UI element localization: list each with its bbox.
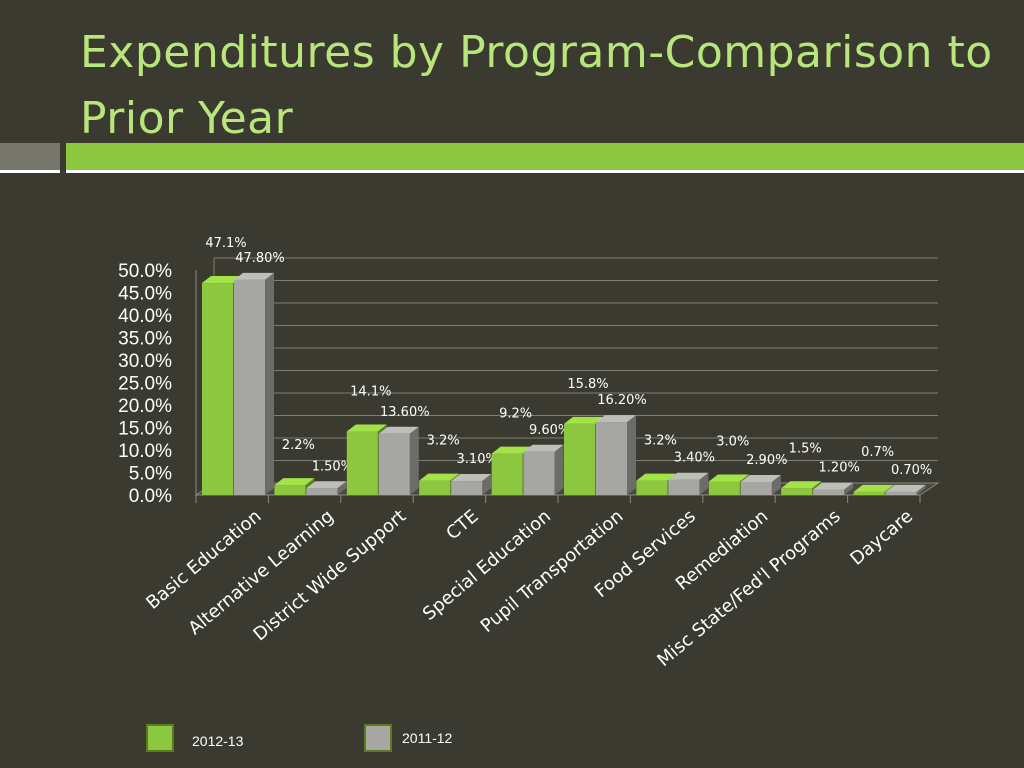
- bar-side-2011-12-basic-education: [265, 272, 274, 495]
- bar-2011-12-special-education: [523, 451, 555, 495]
- legend-label-2011-12: 2011-12: [402, 730, 453, 746]
- bar-top-2011-12-misc-state-fed-l-programs: [813, 482, 854, 490]
- bar-2012-13-basic-education: [202, 283, 233, 495]
- bar-side-2011-12-misc-state-fed-l-programs: [844, 482, 854, 495]
- data-label-2012-13: 2.2%: [282, 438, 315, 453]
- bar-top-2011-12-alternative-learning: [306, 481, 347, 489]
- y-tick-label: 35.0%: [118, 329, 172, 350]
- bar-top-2012-13-alternative-learning: [274, 478, 315, 486]
- bar-side-2011-12-cte: [482, 474, 492, 495]
- bar-2012-13-alternative-learning: [274, 485, 306, 495]
- bar-top-2011-12-daycare: [885, 484, 926, 492]
- header-accent-gray: [0, 143, 60, 173]
- bar-2012-13-misc-state-fed-l-programs: [781, 488, 813, 495]
- bar-top-2012-13-pupil-transportation: [564, 416, 604, 424]
- data-label-2011-12: 47.80%: [235, 251, 285, 266]
- legend-label-2012-13: 2012-13: [192, 733, 244, 749]
- data-label-2011-12: 0.70%: [891, 463, 932, 478]
- data-label-2012-13: 3.2%: [644, 434, 677, 449]
- bar-2011-12-cte: [451, 481, 483, 495]
- bar-2012-13-remediation: [708, 481, 740, 495]
- bar-top-2011-12-food-services: [668, 472, 709, 480]
- bar-top-2012-13-food-services: [636, 473, 677, 481]
- bar-top-2012-13-district-wide-support: [346, 424, 387, 432]
- data-label-2012-13: 1.5%: [789, 441, 822, 456]
- bar-2012-13-special-education: [491, 453, 523, 495]
- data-label-2011-12: 3.40%: [674, 451, 715, 466]
- bar-2011-12-food-services: [668, 479, 700, 495]
- bar-2012-13-cte: [419, 480, 451, 495]
- data-label-2012-13: 47.1%: [205, 236, 246, 251]
- x-category-label: Special Education: [419, 506, 555, 625]
- y-tick-label: 0.0%: [129, 486, 172, 507]
- bar-side-2011-12-food-services: [699, 472, 709, 495]
- bar-top-2011-12-basic-education: [234, 272, 274, 280]
- bar-side-2011-12-daycare: [916, 484, 926, 495]
- bar-top-2012-13-cte: [419, 473, 460, 481]
- data-label-2012-13: 15.8%: [567, 377, 608, 392]
- bar-2012-13-daycare: [853, 491, 885, 495]
- data-label-2011-12: 16.20%: [597, 393, 647, 408]
- bar-2011-12-district-wide-support: [378, 433, 410, 495]
- bar-top-2011-12-special-education: [523, 444, 564, 452]
- y-tick-label: 45.0%: [118, 284, 172, 305]
- bar-top-2012-13-special-education: [491, 446, 532, 454]
- bar-top-2012-13-basic-education: [202, 276, 242, 284]
- bar-2012-13-food-services: [636, 480, 668, 495]
- data-label-2012-13: 3.0%: [716, 435, 749, 450]
- x-category-label: Pupil Transportation: [477, 506, 628, 637]
- data-label-2011-12: 9.60%: [529, 423, 570, 438]
- data-label-2011-12: 1.50%: [312, 459, 353, 474]
- y-tick-label: 5.0%: [129, 464, 172, 485]
- bar-side-2011-12-special-education: [554, 444, 564, 495]
- bar-top-2011-12-district-wide-support: [378, 426, 419, 434]
- y-tick-label: 25.0%: [118, 374, 172, 395]
- y-tick-label: 15.0%: [118, 419, 172, 440]
- bar-top-2011-12-cte: [451, 474, 492, 482]
- data-label-2012-13: 0.7%: [861, 445, 894, 460]
- bar-top-2012-13-daycare: [853, 484, 894, 492]
- bar-side-2011-12-district-wide-support: [409, 426, 419, 495]
- slide-title: Expenditures by Program-Comparison to Pr…: [80, 27, 993, 144]
- legend-swatch-2012-13: [146, 724, 174, 752]
- bar-side-2011-12-remediation: [771, 474, 781, 495]
- data-label-2011-12: 1.20%: [819, 461, 860, 476]
- bar-2011-12-pupil-transportation: [596, 422, 627, 495]
- bar-top-2012-13-misc-state-fed-l-programs: [781, 481, 822, 489]
- data-label-2011-12: 3.10%: [457, 452, 498, 467]
- data-label-2011-12: 13.60%: [380, 405, 430, 420]
- legend-swatch-2011-12: [364, 724, 392, 752]
- y-tick-label: 40.0%: [118, 306, 172, 327]
- data-label-2011-12: 2.90%: [746, 453, 787, 468]
- data-label-2012-13: 3.2%: [427, 434, 460, 449]
- bar-top-2012-13-remediation: [708, 474, 749, 482]
- y-tick-label: 10.0%: [118, 441, 172, 462]
- bar-2012-13-pupil-transportation: [564, 423, 595, 495]
- bar-top-2011-12-pupil-transportation: [596, 415, 636, 423]
- bar-side-2011-12-pupil-transportation: [627, 415, 636, 495]
- y-tick-label: 50.0%: [118, 261, 172, 282]
- bar-top-2011-12-remediation: [740, 474, 781, 482]
- y-tick-label: 30.0%: [118, 351, 172, 372]
- header-accent-green: [66, 143, 1024, 173]
- bar-2011-12-remediation: [740, 481, 772, 495]
- bar-2011-12-misc-state-fed-l-programs: [813, 489, 845, 495]
- data-label-2012-13: 9.2%: [499, 407, 532, 422]
- bar-2011-12-basic-education: [234, 279, 265, 495]
- y-tick-label: 20.0%: [118, 396, 172, 417]
- data-label-2012-13: 14.1%: [350, 385, 391, 400]
- bar-side-2011-12-alternative-learning: [337, 481, 347, 495]
- x-category-label: CTE: [442, 506, 482, 545]
- bar-2011-12-alternative-learning: [306, 488, 338, 495]
- bar-2011-12-daycare: [885, 491, 917, 495]
- x-category-label: Daycare: [846, 506, 917, 570]
- bar-2012-13-district-wide-support: [346, 431, 378, 495]
